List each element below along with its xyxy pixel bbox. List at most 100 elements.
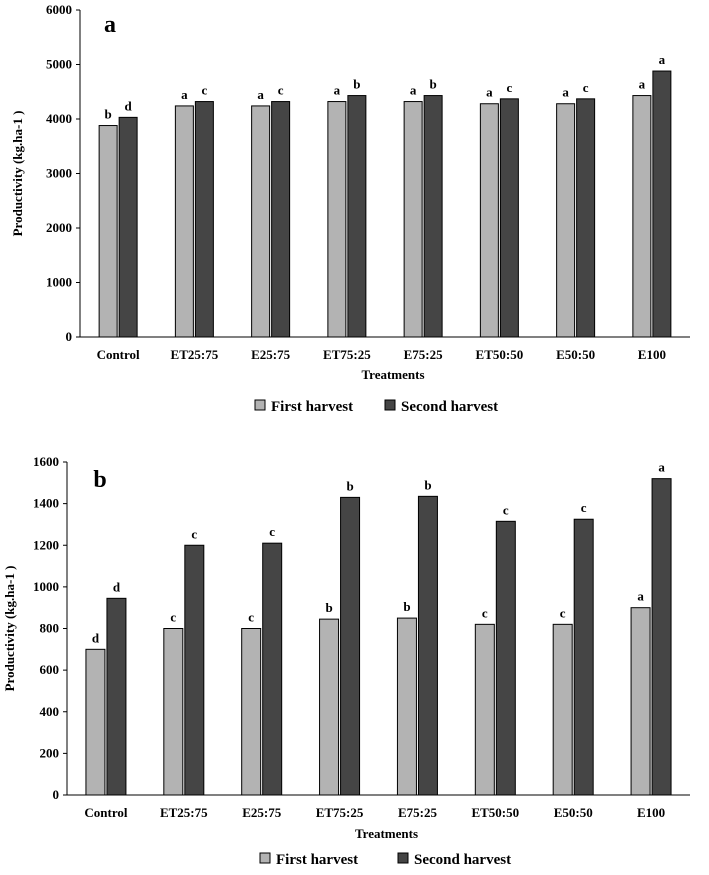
y-tick-label-a: 0 [66, 329, 73, 344]
x-tick-label-b: E25:75 [242, 805, 282, 820]
legend-label-a-2: Second harvest [401, 399, 498, 415]
significance-letter-b: c [248, 610, 254, 625]
x-tick-label-b: E50:50 [554, 805, 593, 820]
x-tick-label-b: E100 [637, 805, 665, 820]
bar-a-s2-5 [499, 98, 519, 338]
bar-a-s2-2 [271, 101, 291, 338]
y-axis-title-b: Productivity (kg.ha-1 ) [2, 566, 17, 692]
x-tick-label-a: Control [97, 347, 140, 362]
significance-letter-a: a [334, 83, 341, 98]
bar-a-s2-0 [118, 116, 138, 338]
significance-letter-a: a [562, 85, 569, 100]
significance-letter-a: a [659, 52, 666, 67]
bar-chart-b: 0 200 400 600 800 1000 1200 1400 1600 d d Control c c… [2, 454, 690, 868]
chart-panel-a: 0 1000 2000 3000 4000 5000 6000 b d Control a c ET25… [0, 0, 709, 435]
significance-letter-a: c [583, 80, 589, 95]
significance-letter-a: b [105, 107, 112, 122]
x-axis-title-a: Treatments [361, 367, 424, 382]
significance-letter-b: c [191, 526, 197, 541]
significance-letter-b: c [581, 500, 587, 515]
significance-letter-b: a [658, 460, 665, 475]
bar-b-s2-0 [106, 597, 127, 796]
x-tick-label-a: ET50:50 [476, 347, 524, 362]
y-tick-label-a: 4000 [46, 111, 72, 126]
bar-a-s1-2 [251, 105, 271, 338]
bar-a-s2-3 [347, 95, 367, 338]
bar-a-s2-6 [576, 98, 596, 338]
x-tick-label-b: Control [84, 805, 127, 820]
bar-a-s2-1 [194, 101, 214, 338]
significance-letter-b: d [92, 630, 100, 645]
significance-letter-a: c [506, 80, 512, 95]
legend-label-b-2: Second harvest [414, 852, 511, 868]
significance-letter-a: a [257, 87, 264, 102]
bar-b-s1-7 [630, 607, 651, 796]
y-tick-label-b: 0 [53, 787, 60, 802]
x-tick-label-b: ET75:25 [316, 805, 364, 820]
x-tick-label-b: E75:25 [398, 805, 438, 820]
bar-a-s1-1 [174, 105, 194, 338]
x-tick-label-a: E75:25 [404, 347, 444, 362]
x-tick-label-a: ET75:25 [323, 347, 371, 362]
y-tick-label-b: 200 [40, 745, 60, 760]
bar-b-s2-1 [184, 544, 205, 796]
legend-label-a-1: First harvest [271, 399, 353, 415]
bar-a-s1-5 [479, 103, 499, 338]
bar-a-s1-0 [98, 125, 118, 338]
significance-letter-b: c [503, 502, 509, 517]
y-tick-label-b: 600 [40, 662, 60, 677]
legend-swatch-b-1 [259, 852, 271, 864]
bar-a-s1-3 [327, 101, 347, 338]
significance-letter-a: c [201, 83, 207, 98]
bar-b-s2-4 [417, 495, 438, 796]
bar-b-s2-7 [651, 478, 672, 796]
significance-letter-a: c [278, 83, 284, 98]
bar-b-s1-6 [552, 623, 573, 796]
significance-letter-b: c [170, 610, 176, 625]
x-axis-title-b: Treatments [355, 826, 418, 841]
y-tick-label-a: 1000 [46, 275, 72, 290]
significance-letter-a: a [639, 77, 646, 92]
significance-letter-a: b [353, 77, 360, 92]
legend-swatch-b-2 [397, 852, 409, 864]
bar-b-s1-2 [241, 628, 262, 796]
panel-label-b: b [93, 467, 106, 493]
significance-letter-a: a [486, 85, 493, 100]
bar-b-s1-5 [474, 623, 495, 796]
y-tick-label-b: 1200 [33, 537, 59, 552]
bar-b-s1-1 [163, 628, 184, 796]
bar-b-s2-3 [340, 496, 361, 796]
panel-label-a: a [104, 12, 116, 38]
chart-panel-b: 0 200 400 600 800 1000 1200 1400 1600 d d Control c c… [0, 435, 709, 870]
bar-a-s2-7 [652, 70, 672, 338]
y-tick-label-b: 400 [40, 704, 60, 719]
y-tick-label-b: 1600 [33, 454, 59, 469]
legend-swatch-a-2 [384, 399, 396, 411]
bar-b-s1-4 [396, 617, 417, 796]
bar-b-s2-2 [262, 542, 283, 796]
significance-letter-b: b [346, 478, 353, 493]
y-tick-label-b: 800 [40, 621, 60, 636]
y-tick-label-b: 1000 [33, 579, 59, 594]
significance-letter-b: c [482, 605, 488, 620]
x-tick-label-b: ET50:50 [471, 805, 519, 820]
significance-letter-b: a [637, 589, 644, 604]
y-tick-label-b: 1400 [33, 496, 59, 511]
x-tick-label-a: E100 [638, 347, 666, 362]
legend-swatch-a-1 [254, 399, 266, 411]
significance-letter-a: b [430, 77, 437, 92]
bar-b-s1-3 [319, 618, 340, 796]
significance-letter-a: a [410, 83, 417, 98]
bar-b-s2-6 [573, 518, 594, 796]
y-tick-label-a: 2000 [46, 220, 72, 235]
y-axis-title-a: Productivity (kg.ha-1 ) [10, 111, 25, 237]
significance-letter-b: b [325, 600, 332, 615]
significance-letter-b: d [113, 579, 121, 594]
y-tick-label-a: 6000 [46, 2, 72, 17]
bar-b-s2-5 [495, 520, 516, 796]
significance-letter-b: c [560, 605, 566, 620]
bar-a-s1-7 [632, 95, 652, 338]
x-tick-label-b: ET25:75 [160, 805, 208, 820]
significance-letter-a: d [125, 98, 133, 113]
significance-letter-b: b [424, 477, 431, 492]
